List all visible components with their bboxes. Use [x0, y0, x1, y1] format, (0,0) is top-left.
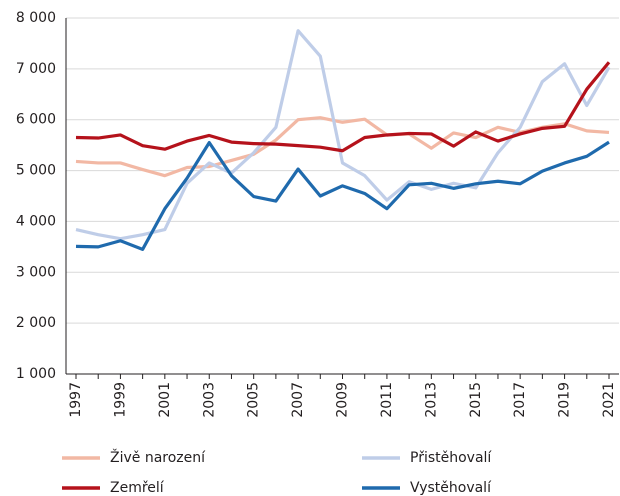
x-tick-label: 1997 [68, 382, 84, 418]
series-line [75, 61, 611, 153]
legend-label: Vystěhovalí [410, 480, 492, 496]
y-tick-label: 4 000 [16, 213, 56, 229]
x-tick-label: 2021 [601, 382, 617, 418]
series-line [75, 29, 611, 241]
legend-label: Živě narození [110, 448, 206, 466]
x-tick-label: 2013 [423, 382, 439, 418]
x-tick-label: 2015 [468, 382, 484, 418]
legend-label: Zemřelí [110, 480, 165, 496]
x-tick-label: 2019 [557, 382, 573, 418]
x-tick-label: 2001 [157, 382, 173, 418]
y-tick-label: 5 000 [16, 163, 56, 179]
y-tick-label: 7 000 [16, 61, 56, 77]
series-line [75, 140, 610, 251]
x-tick-label: 2005 [246, 382, 262, 418]
y-tick-label: 6 000 [16, 112, 56, 128]
x-tick-label: 1999 [112, 382, 128, 418]
y-tick-label: 2 000 [16, 315, 56, 331]
x-tick-label: 2003 [201, 382, 217, 418]
x-tick-label: 2009 [335, 382, 351, 418]
y-tick-label: 1 000 [16, 366, 56, 382]
legend-label: Přistěhovalí [410, 450, 492, 466]
y-tick-label: 3 000 [16, 264, 56, 280]
y-tick-label: 8 000 [16, 10, 56, 26]
x-tick-label: 2007 [290, 382, 306, 418]
x-tick-label: 2011 [379, 382, 395, 418]
x-tick-label: 2017 [512, 382, 528, 418]
